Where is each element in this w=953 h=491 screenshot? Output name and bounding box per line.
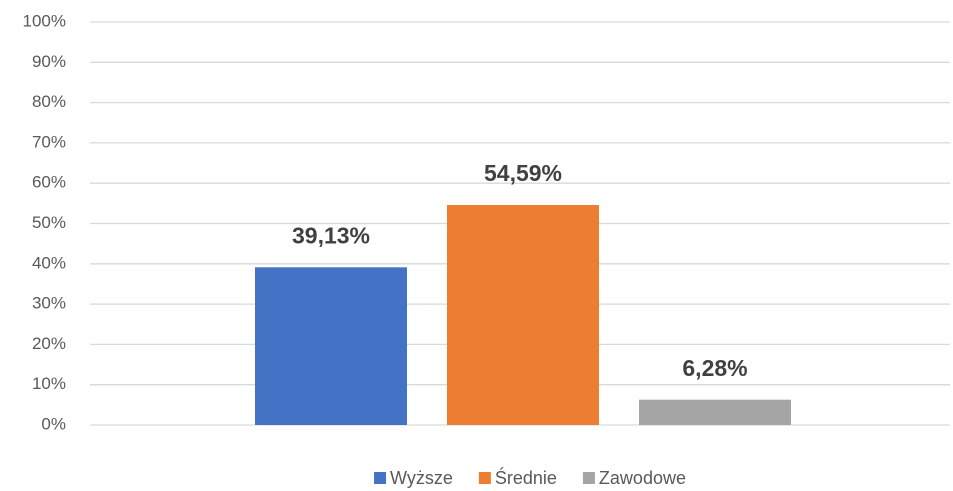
bar bbox=[447, 205, 599, 425]
legend-swatch bbox=[478, 472, 491, 484]
y-tick-label: 50% bbox=[32, 213, 66, 232]
bar bbox=[639, 399, 791, 425]
legend-label: Średnie bbox=[495, 467, 557, 488]
legend-label: Wyższe bbox=[390, 468, 453, 488]
y-tick-label: 20% bbox=[32, 334, 66, 353]
y-tick-label: 90% bbox=[32, 52, 66, 71]
bar bbox=[255, 267, 407, 425]
data-label: 39,13% bbox=[292, 222, 370, 248]
y-tick-label: 70% bbox=[32, 132, 66, 151]
legend-swatch bbox=[374, 472, 387, 484]
data-label: 54,59% bbox=[484, 160, 562, 186]
y-tick-label: 60% bbox=[32, 173, 66, 192]
y-tick-label: 30% bbox=[32, 294, 66, 313]
y-tick-label: 0% bbox=[41, 414, 66, 433]
y-tick-label: 80% bbox=[32, 92, 66, 111]
legend-label: Zawodowe bbox=[599, 468, 686, 488]
legend-swatch bbox=[582, 472, 595, 484]
y-tick-label: 100% bbox=[23, 11, 66, 30]
data-label: 6,28% bbox=[682, 355, 747, 381]
y-tick-label: 10% bbox=[32, 374, 66, 393]
y-tick-label: 40% bbox=[32, 253, 66, 272]
